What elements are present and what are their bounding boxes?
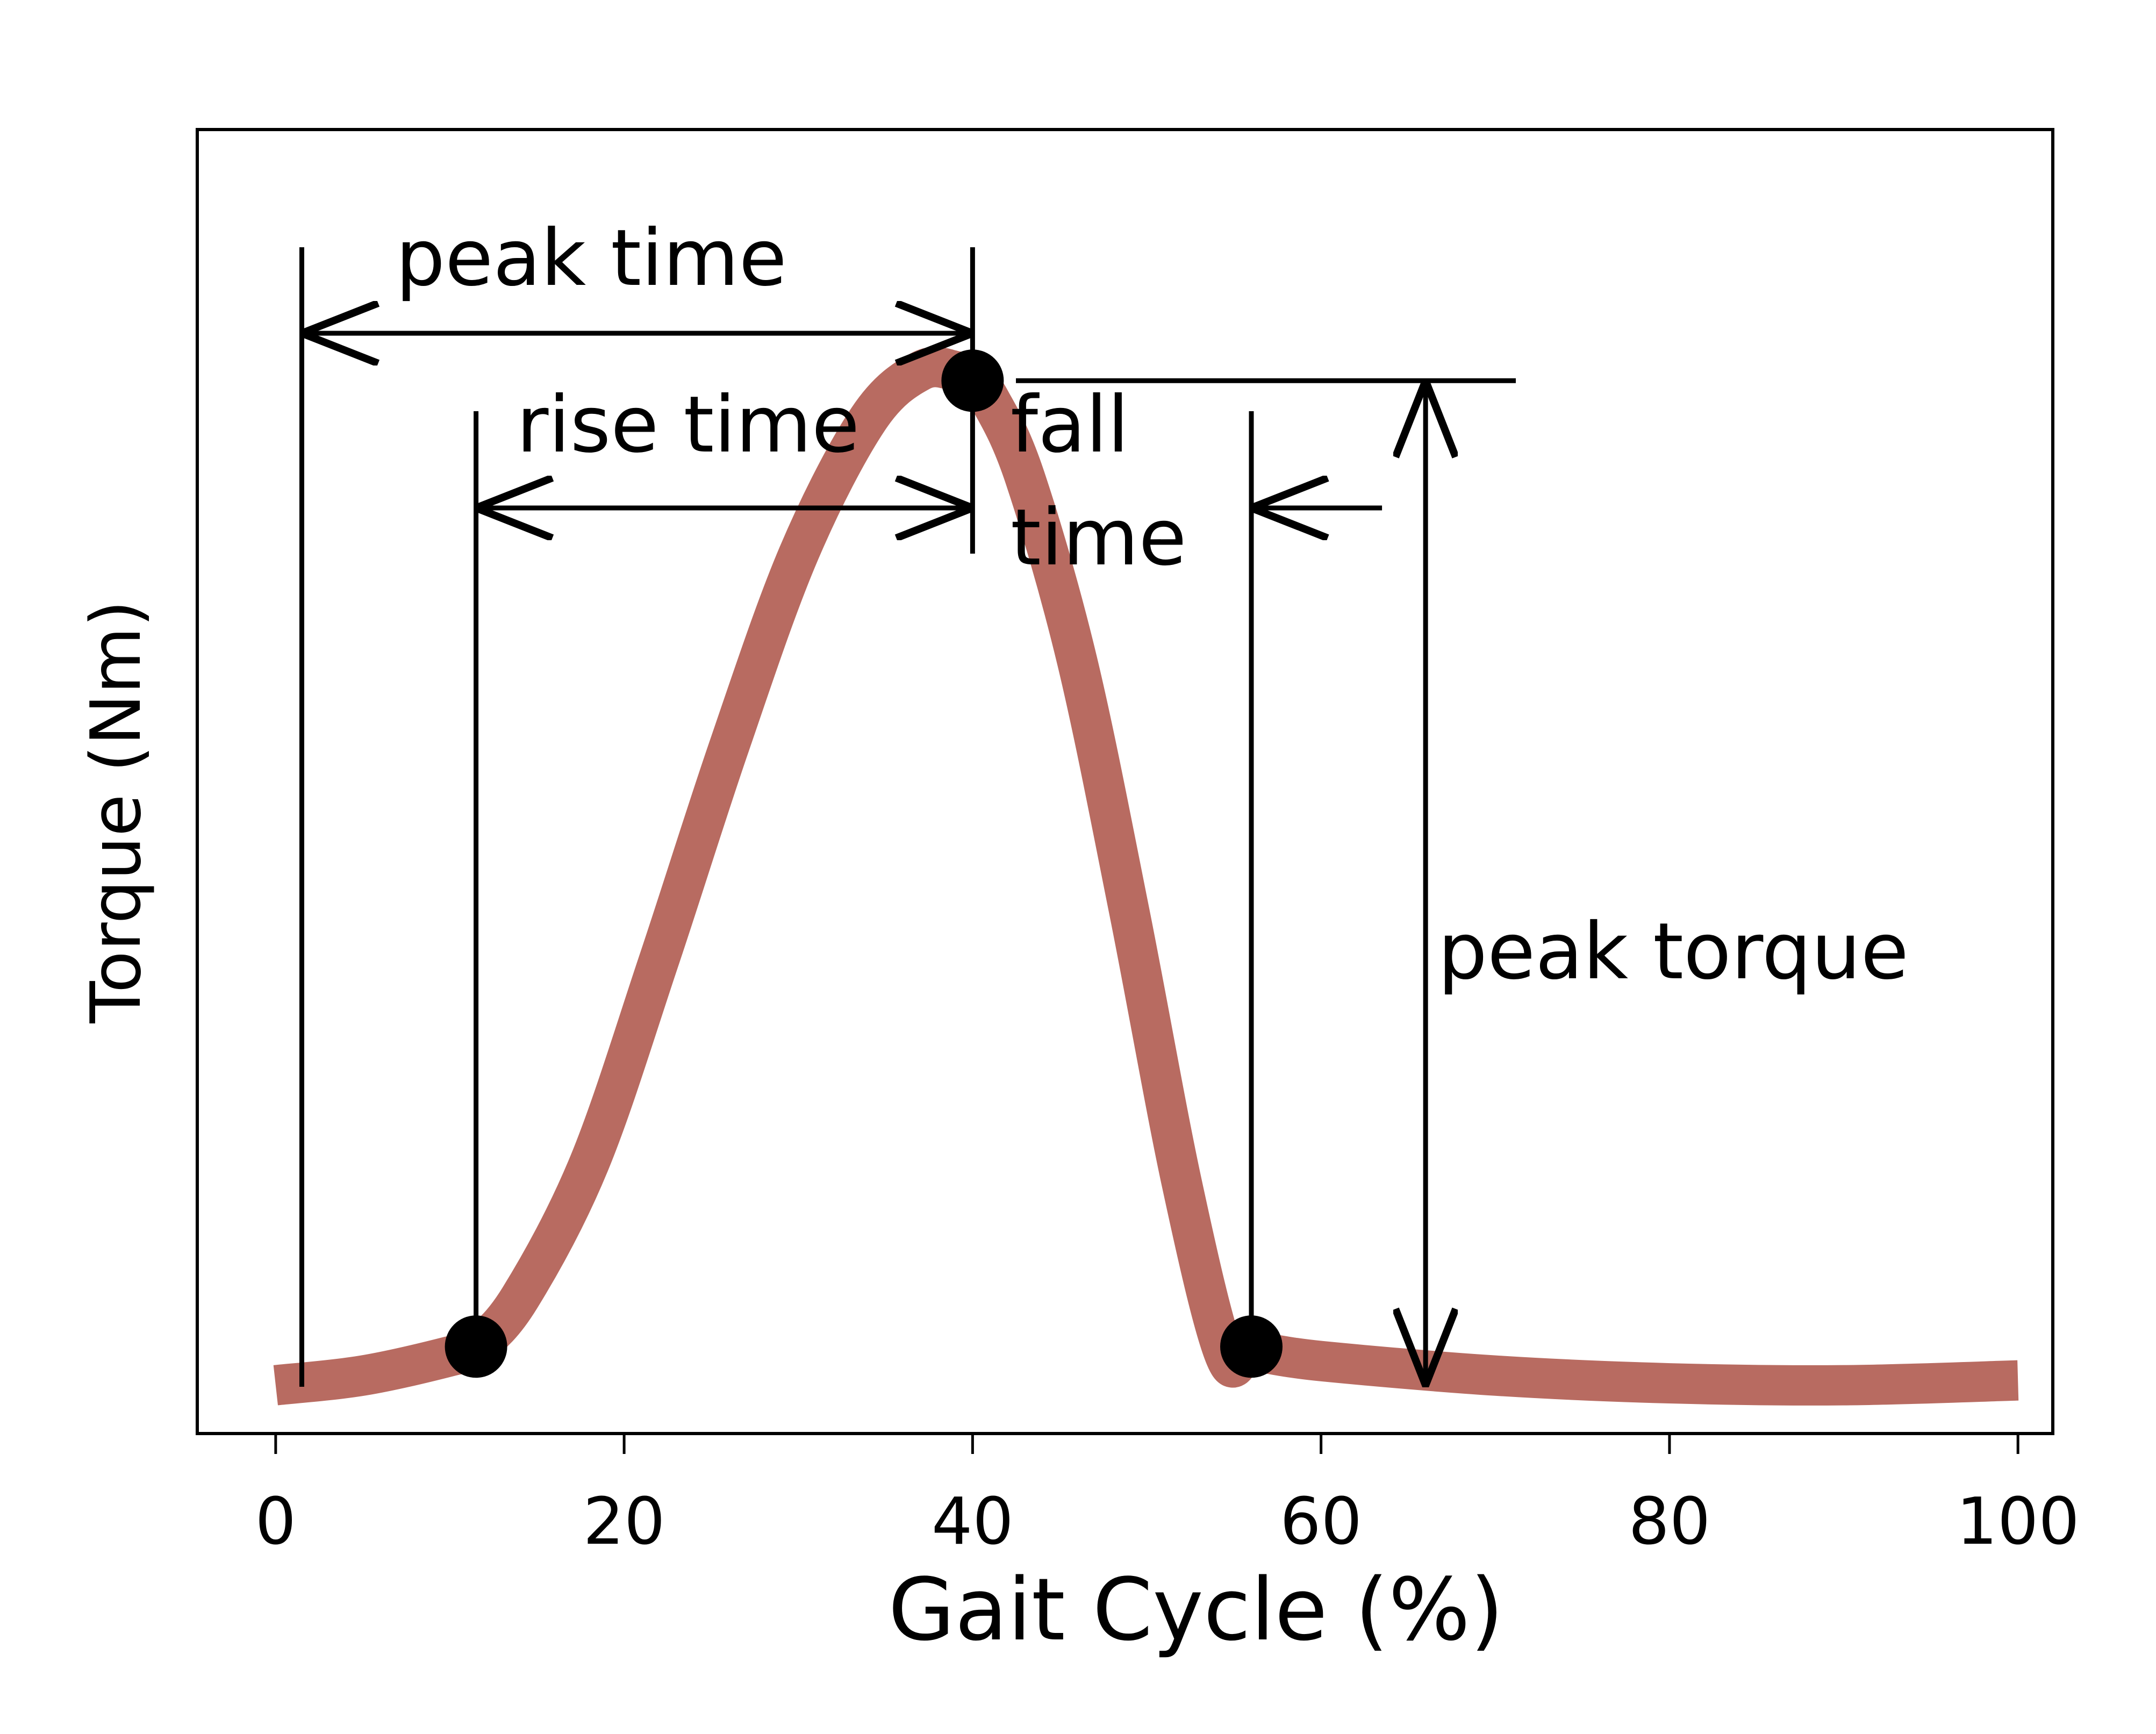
x-tick-label-60: 60 bbox=[1280, 1485, 1362, 1559]
x-tick-label-100: 100 bbox=[1957, 1485, 2080, 1559]
fall-time-label-line2: time bbox=[1011, 492, 1187, 583]
marker-point-3 bbox=[1220, 1315, 1283, 1378]
marker-point-2 bbox=[941, 349, 1004, 412]
x-tick-label-80: 80 bbox=[1629, 1485, 1711, 1559]
rise-time-label: rise time bbox=[517, 379, 859, 470]
y-axis-label: Torque (Nm) bbox=[76, 600, 156, 1023]
marker-point-1 bbox=[445, 1315, 507, 1378]
peak-torque-label: peak torque bbox=[1438, 906, 1909, 997]
x-axis-label: Gait Cycle (%) bbox=[888, 1559, 1503, 1660]
plot-frame bbox=[196, 128, 2054, 1435]
x-tick-label-0: 0 bbox=[255, 1485, 296, 1559]
fall-time-label-line1: fall bbox=[1011, 379, 1129, 470]
x-axis-ticks: 0 20 40 60 80 100 bbox=[255, 1434, 2080, 1559]
data-markers bbox=[445, 349, 1283, 1378]
x-tick-label-20: 20 bbox=[583, 1485, 665, 1559]
peak-time-label: peak time bbox=[396, 213, 787, 304]
annotations bbox=[299, 247, 1516, 1387]
x-tick-label-40: 40 bbox=[932, 1485, 1014, 1559]
